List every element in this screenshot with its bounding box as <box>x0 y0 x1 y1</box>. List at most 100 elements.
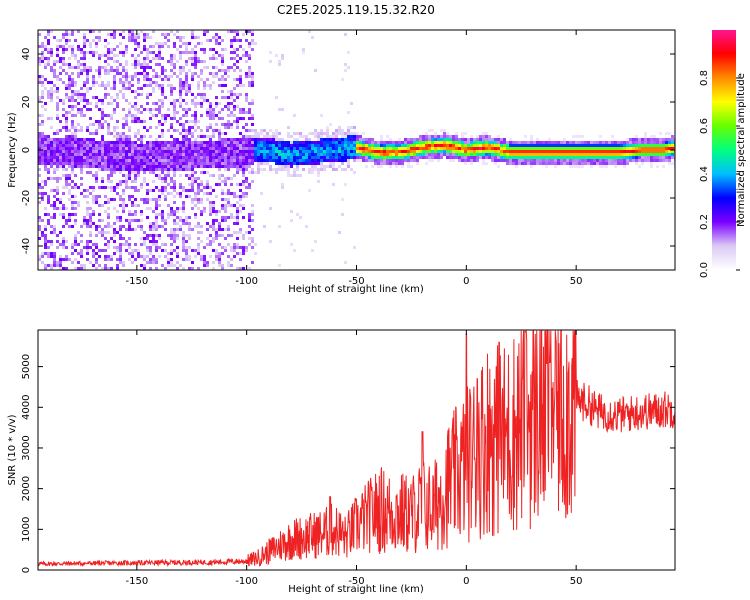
heatmap-cell <box>146 249 149 252</box>
heatmap-cell <box>209 111 212 114</box>
heatmap-cell <box>314 165 317 168</box>
heatmap-cell <box>224 48 227 51</box>
heatmap-cell <box>572 135 575 138</box>
heatmap-cell <box>50 159 53 162</box>
x-tick-label: 0 <box>463 276 469 287</box>
heatmap-cell <box>590 141 593 144</box>
heatmap-cell <box>95 225 98 228</box>
heatmap-cell <box>155 234 158 237</box>
heatmap-cell <box>251 150 254 153</box>
heatmap-cell <box>245 51 248 54</box>
heatmap-cell <box>443 144 446 147</box>
heatmap-cell <box>209 138 212 141</box>
heatmap-cell <box>221 204 224 207</box>
heatmap-cell <box>134 228 137 231</box>
heatmap-cell <box>221 147 224 150</box>
heatmap-cell <box>194 123 197 126</box>
heatmap-cell <box>167 168 170 171</box>
heatmap-cell <box>281 162 284 165</box>
heatmap-cell <box>371 144 374 147</box>
heatmap-cell <box>596 162 599 165</box>
heatmap-cell <box>218 210 221 213</box>
heatmap-cell <box>659 159 662 162</box>
heatmap-cell <box>98 162 101 165</box>
heatmap-cell <box>335 141 338 144</box>
heatmap-cell <box>110 165 113 168</box>
heatmap-cell <box>368 150 371 153</box>
heatmap-cell <box>467 159 470 162</box>
heatmap-cell <box>143 108 146 111</box>
heatmap-cell <box>305 144 308 147</box>
heatmap-cell <box>230 153 233 156</box>
heatmap-cell <box>95 147 98 150</box>
heatmap-cell <box>389 159 392 162</box>
y-tick-label: 3000 <box>21 435 32 460</box>
heatmap-cell <box>206 192 209 195</box>
heatmap-cell <box>395 159 398 162</box>
heatmap-cell <box>83 216 86 219</box>
heatmap-cell <box>185 189 188 192</box>
heatmap-cell <box>149 249 152 252</box>
heatmap-cell <box>659 138 662 141</box>
heatmap-cell <box>89 69 92 72</box>
heatmap-cell <box>251 102 254 105</box>
heatmap-cell <box>86 87 89 90</box>
heatmap-cell <box>44 180 47 183</box>
heatmap-cell <box>221 153 224 156</box>
heatmap-cell <box>545 144 548 147</box>
heatmap-cell <box>236 78 239 81</box>
heatmap-cell <box>473 150 476 153</box>
heatmap-cell <box>236 120 239 123</box>
heatmap-cell <box>89 234 92 237</box>
heatmap-cell <box>284 156 287 159</box>
heatmap-cell <box>596 156 599 159</box>
heatmap-cell <box>95 156 98 159</box>
heatmap-cell <box>89 144 92 147</box>
heatmap-cell <box>476 144 479 147</box>
heatmap-cell <box>50 162 53 165</box>
heatmap-cell <box>38 63 41 66</box>
y-tick-label: 1000 <box>21 517 32 542</box>
heatmap-cell <box>179 207 182 210</box>
heatmap-cell <box>56 51 59 54</box>
heatmap-cell <box>353 159 356 162</box>
heatmap-cell <box>62 138 65 141</box>
heatmap-cell <box>299 150 302 153</box>
heatmap-cell <box>383 150 386 153</box>
heatmap-cell <box>179 117 182 120</box>
heatmap-cell <box>542 147 545 150</box>
heatmap-cell <box>134 135 137 138</box>
heatmap-cell <box>623 162 626 165</box>
heatmap-cell <box>161 141 164 144</box>
heatmap-cell <box>41 192 44 195</box>
heatmap-cell <box>41 144 44 147</box>
heatmap-cell <box>233 87 236 90</box>
heatmap-cell <box>53 189 56 192</box>
heatmap-cell <box>53 144 56 147</box>
heatmap-cell <box>314 144 317 147</box>
heatmap-cell <box>176 255 179 258</box>
heatmap-cell <box>98 54 101 57</box>
heatmap-cell <box>203 210 206 213</box>
heatmap-cell <box>260 141 263 144</box>
heatmap-cell <box>116 60 119 63</box>
heatmap-cell <box>131 255 134 258</box>
heatmap-cell <box>413 156 416 159</box>
heatmap-cell <box>176 36 179 39</box>
heatmap-cell <box>374 150 377 153</box>
heatmap-cell <box>200 72 203 75</box>
heatmap-cell <box>518 141 521 144</box>
heatmap-cell <box>281 108 284 111</box>
heatmap-cell <box>74 150 77 153</box>
heatmap-cell <box>548 159 551 162</box>
heatmap-cell <box>539 147 542 150</box>
heatmap-cell <box>140 138 143 141</box>
heatmap-cell <box>170 177 173 180</box>
heatmap-cell <box>428 156 431 159</box>
heatmap-cell <box>122 261 125 264</box>
heatmap-cell <box>200 231 203 234</box>
heatmap-cell <box>500 144 503 147</box>
heatmap-cell <box>185 102 188 105</box>
heatmap-cell <box>101 144 104 147</box>
heatmap-cell <box>512 141 515 144</box>
